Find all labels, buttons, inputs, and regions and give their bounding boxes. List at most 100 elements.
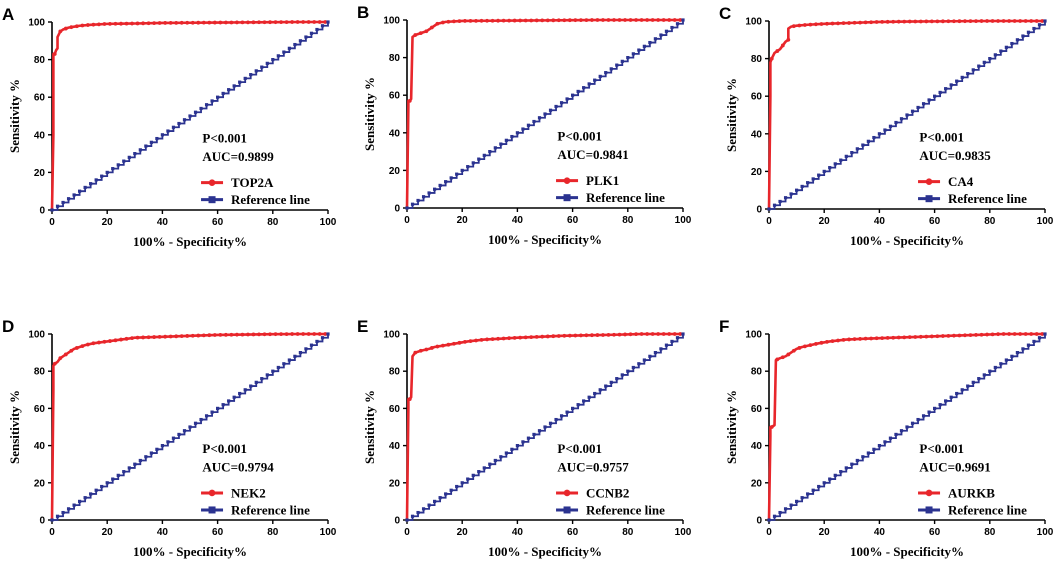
roc-curve-point: [518, 18, 523, 23]
reference-line-point: [293, 354, 297, 358]
reference-line-point: [571, 406, 575, 410]
roc-curve-point: [58, 356, 63, 361]
roc-curve-point: [797, 23, 802, 28]
y-tick-label: 80: [751, 54, 763, 65]
roc-curve-point: [891, 335, 896, 340]
y-axis-title: Sensitivity %: [724, 78, 739, 152]
x-tick-label: 40: [157, 217, 169, 228]
auc-annotation: AUC=0.9841: [557, 147, 628, 162]
legend-label: Reference line: [948, 191, 1027, 206]
roc-curve-point: [52, 361, 57, 366]
roc-curve-point: [407, 98, 412, 103]
roc-curve-point: [825, 340, 829, 344]
y-tick-label: 80: [34, 367, 46, 378]
roc-curve-point: [168, 20, 173, 25]
roc-curve-point: [474, 338, 478, 343]
roc-curve-point: [268, 20, 272, 25]
roc-curve-point: [656, 18, 661, 22]
reference-line-point: [243, 76, 247, 80]
reference-line-point: [271, 58, 275, 62]
reference-line-point: [795, 188, 799, 192]
roc-curve-point: [590, 18, 594, 22]
roc-curve-point: [836, 21, 840, 26]
roc-curve-point: [1023, 332, 1028, 336]
reference-line-point: [166, 440, 170, 444]
roc-curve-point: [446, 19, 451, 24]
roc-curve-point: [996, 332, 1000, 337]
reference-line-point: [100, 484, 104, 489]
reference-line-point: [521, 127, 525, 131]
roc-curve-point: [1023, 19, 1028, 23]
reference-line-point: [155, 447, 159, 451]
x-tick-label: 40: [874, 527, 886, 538]
reference-line-point: [894, 120, 898, 125]
roc-curve-point: [207, 20, 212, 25]
legend-marker: [925, 489, 933, 497]
roc-curve-point: [606, 18, 611, 22]
roc-curve-point: [534, 18, 539, 23]
x-tick-label: 20: [457, 215, 469, 226]
reference-line-point: [615, 63, 619, 67]
reference-line-point: [565, 410, 569, 414]
roc-curve-point: [485, 18, 489, 23]
auc-annotation: AUC=0.9691: [919, 460, 990, 475]
reference-line-point: [648, 40, 652, 45]
reference-line-point: [670, 339, 674, 344]
reference-line-point: [482, 153, 486, 157]
roc-curve-point: [567, 333, 572, 338]
roc-curve-point: [424, 347, 429, 352]
roc-curve-point: [157, 21, 162, 25]
y-tick-label: 0: [39, 516, 45, 527]
roc-curve-point: [634, 332, 638, 337]
legend: CCNB2 Reference line: [556, 485, 665, 517]
reference-line-point: [122, 159, 126, 163]
roc-curve-point: [836, 338, 840, 343]
roc-curve-point: [963, 333, 967, 338]
roc-curve-point: [573, 333, 578, 338]
reference-line-point: [416, 510, 420, 515]
reference-line-point: [783, 196, 788, 200]
reference-line-point: [537, 116, 542, 120]
reference-line-point: [916, 417, 920, 422]
reference-line-point: [282, 50, 286, 54]
y-tick-label: 20: [34, 168, 46, 179]
reference-line-point: [238, 391, 242, 396]
reference-line-point: [582, 86, 586, 90]
reference-line-point: [276, 54, 280, 58]
roc-curve-point: [135, 335, 140, 340]
reference-line-point: [1015, 38, 1019, 42]
roc-curve-point: [974, 19, 978, 23]
roc-curve-point: [852, 337, 857, 342]
roc-curve-point: [979, 19, 984, 23]
reference-line-point: [471, 473, 475, 477]
reference-line-point: [315, 27, 319, 32]
auc-annotation: AUC=0.9835: [919, 148, 991, 163]
reference-line-point: [960, 388, 964, 392]
x-tick-label: 60: [212, 527, 224, 538]
chart-panel-a: A 0 20 40 60 80 100 0 20 40 60 80 100 100% - Specific…: [2, 5, 337, 249]
reference-line-point: [767, 207, 771, 211]
reference-line-point: [271, 369, 275, 373]
roc-curve-point: [661, 332, 666, 336]
roc-curve-point: [551, 334, 556, 339]
reference-line-point: [499, 142, 503, 146]
reference-line-point: [499, 455, 503, 459]
roc-curve-point: [108, 339, 112, 343]
roc-curve-point: [501, 336, 506, 341]
roc-curve-point: [496, 336, 500, 341]
y-tick-label: 40: [751, 441, 763, 452]
roc-curve-point: [440, 20, 445, 25]
roc-curve-point: [212, 20, 217, 25]
legend-marker: [563, 194, 571, 202]
roc-curve-point: [678, 18, 683, 22]
legend: CA4 Reference line: [918, 174, 1027, 206]
reference-line-point: [1004, 358, 1008, 362]
reference-line-point: [993, 53, 997, 57]
legend-marker: [925, 506, 933, 514]
reference-line-point: [955, 79, 959, 83]
reference-line-point: [127, 155, 131, 159]
legend-label: NEK2: [231, 485, 266, 500]
roc-curve-point: [907, 19, 912, 24]
roc-curve-point: [306, 20, 311, 24]
roc-curve-point: [791, 348, 796, 353]
